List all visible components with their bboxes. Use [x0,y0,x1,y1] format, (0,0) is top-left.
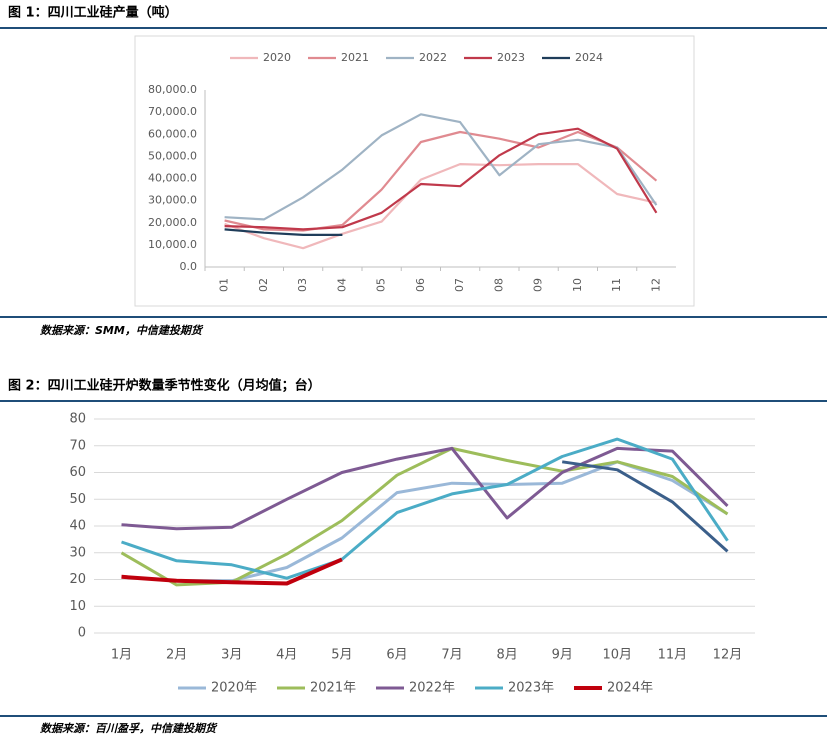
x-tick-label: 10月 [603,648,633,663]
rule [0,27,827,29]
x-tick-label: 2月 [166,648,187,663]
y-tick-label: 40 [69,519,86,534]
y-tick-label: 20,000.0 [148,216,197,229]
y-tick-label: 30,000.0 [148,194,197,207]
y-tick-label: 20 [69,572,86,587]
x-tick-label: 01 [218,278,231,292]
x-tick-label: 07 [453,278,466,292]
series-line [224,130,658,232]
series-line [224,228,343,236]
x-tick-label: 6月 [386,648,407,663]
y-tick-label: 70 [69,438,86,453]
x-tick-label: 11月 [658,648,688,663]
legend-label: 2023年 [508,681,554,696]
x-tick-label: 12月 [713,648,743,663]
y-tick-label: 70,000.0 [148,105,197,118]
x-tick-label: 1月 [111,648,132,663]
series-line [224,113,658,221]
x-tick-label: 4月 [276,648,297,663]
series-line [224,127,658,231]
y-tick-label: 30 [69,545,86,560]
legend-label: 2024年 [607,681,653,696]
series-line [121,557,343,586]
series-line [224,163,657,250]
x-tick-label: 02 [257,278,270,292]
chart-frame [134,35,695,307]
x-tick-label: 11 [610,278,623,292]
x-tick-label: 3月 [221,648,242,663]
source: 数据来源：百川盈孚，中信建投期货 [40,722,218,735]
legend-label: 2022年 [409,681,455,696]
x-tick-label: 5月 [331,648,352,663]
y-tick-label: 10 [69,599,86,614]
y-tick-label: 60,000.0 [148,127,197,140]
source: 数据来源：SMM，中信建投期货 [40,324,204,337]
x-tick-label: 8月 [496,648,517,663]
rule [0,715,827,717]
rule [0,316,827,318]
legend-label: 2021年 [310,681,356,696]
x-tick-label: 7月 [441,648,462,663]
legend-label: 2021 [341,51,369,64]
figure-title: 图 1：四川工业硅产量（吨） [8,5,178,21]
legend-label: 2023 [497,51,525,64]
y-tick-label: 0.0 [180,260,198,273]
y-tick-label: 50,000.0 [148,149,197,162]
series-line [121,437,729,580]
x-tick-label: 06 [414,278,427,292]
y-tick-label: 60 [69,465,86,480]
y-tick-label: 10,000.0 [148,238,197,251]
x-tick-label: 08 [492,278,505,292]
x-tick-label: 09 [532,278,545,292]
figure-title: 图 2：四川工业硅开炉数量季节性变化（月均值；台） [8,378,321,394]
legend-label: 2020 [263,51,291,64]
y-tick-label: 80 [69,412,86,427]
x-tick-label: 03 [296,278,309,292]
x-tick-label: 04 [335,278,348,292]
x-tick-label: 12 [649,278,662,292]
legend-label: 2022 [419,51,447,64]
x-tick-label: 05 [375,278,388,292]
y-tick-label: 40,000.0 [148,172,197,185]
y-tick-label: 50 [69,492,86,507]
legend-label: 2020年 [211,681,257,696]
series-line [561,460,729,553]
y-tick-label: 80,000.0 [148,83,197,96]
x-tick-label: 9月 [552,648,573,663]
rule [0,400,827,402]
series-line [121,446,729,531]
legend-label: 2024 [575,51,603,64]
y-tick-label: 0 [78,626,86,641]
x-tick-label: 10 [571,278,584,292]
